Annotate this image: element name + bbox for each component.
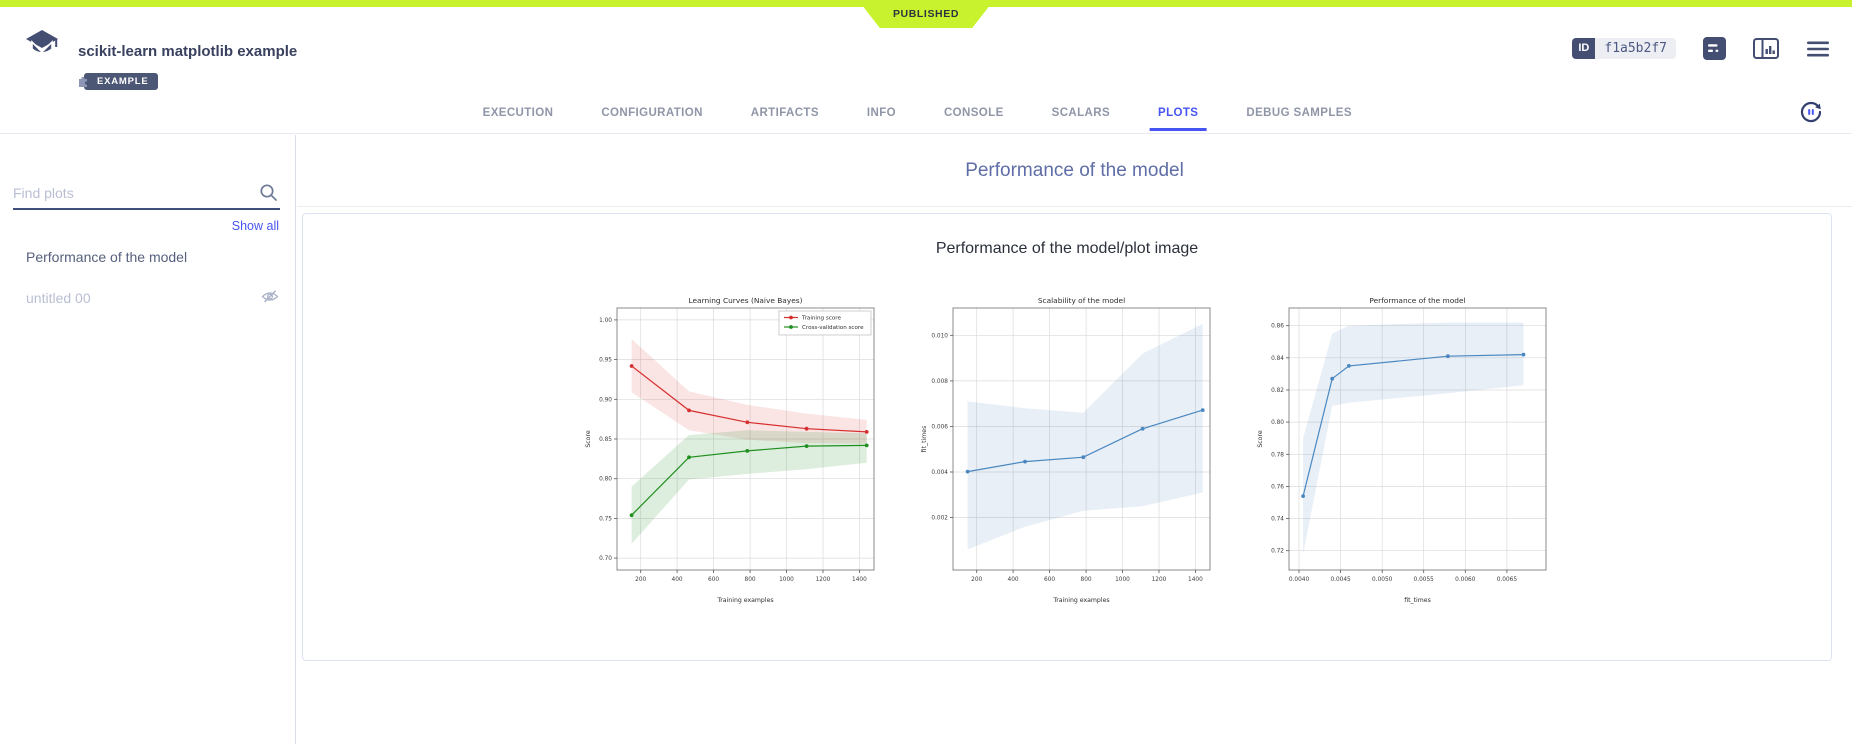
- search-input[interactable]: [13, 181, 280, 210]
- svg-text:0.0040: 0.0040: [1289, 577, 1310, 583]
- svg-text:Score: Score: [1257, 430, 1264, 448]
- svg-text:0.90: 0.90: [599, 397, 612, 403]
- subplot-1: 200 400 600 800 1000 1200 1400 0.70 0.75 0.80 0.85…: [581, 294, 881, 611]
- svg-text:0.008: 0.008: [931, 379, 948, 385]
- id-label: ID: [1572, 38, 1596, 59]
- svg-text:1400: 1400: [1188, 577, 1203, 583]
- svg-text:0.0050: 0.0050: [1372, 577, 1393, 583]
- tab-debug-samples[interactable]: DEBUG SAMPLES: [1246, 107, 1352, 119]
- experiment-id-chip: ID f1a5b2f7: [1572, 38, 1676, 59]
- tab-info[interactable]: INFO: [866, 107, 896, 119]
- svg-text:Score: Score: [585, 430, 592, 448]
- tab-artifacts[interactable]: ARTIFACTS: [750, 107, 819, 119]
- tab-execution[interactable]: EXECUTION: [482, 107, 554, 119]
- experiment-title: scikit-learn matplotlib example: [78, 43, 298, 60]
- svg-text:fit_times: fit_times: [921, 426, 928, 453]
- svg-text:800: 800: [745, 577, 756, 583]
- tab-plots[interactable]: PLOTS: [1149, 93, 1207, 131]
- svg-text:1200: 1200: [816, 577, 831, 583]
- plot-item-label: Performance of the model: [26, 249, 188, 265]
- svg-text:0.85: 0.85: [599, 437, 612, 443]
- svg-text:1200: 1200: [1152, 577, 1167, 583]
- plot-card-title: Performance of the model/plot image: [935, 240, 1199, 257]
- svg-text:Training examples: Training examples: [1052, 597, 1109, 604]
- svg-text:1.00: 1.00: [599, 318, 612, 324]
- auto-refresh-icon[interactable]: [1798, 99, 1824, 130]
- tab-group: EXECUTION CONFIGURATION ARTIFACTS INFO CONSO…: [481, 90, 1354, 134]
- example-badge: EXAMPLE: [79, 73, 158, 90]
- svg-text:600: 600: [1044, 577, 1055, 583]
- figure: 200 400 600 800 1000 1200 1400 0.70 0.75 0.80 0.85…: [303, 294, 1831, 611]
- svg-text:200: 200: [635, 577, 646, 583]
- plots-content: Performance of the model Performance of …: [297, 135, 1852, 744]
- svg-text:0.0045: 0.0045: [1330, 577, 1351, 583]
- svg-text:0.84: 0.84: [1271, 356, 1284, 362]
- svg-text:0.80: 0.80: [1271, 420, 1284, 426]
- svg-text:0.70: 0.70: [599, 556, 612, 562]
- svg-text:0.80: 0.80: [599, 477, 612, 483]
- plot-list: Performance of the model untitled 00: [0, 237, 295, 319]
- svg-text:200: 200: [971, 577, 982, 583]
- svg-text:Performance of the model: Performance of the model: [1369, 296, 1465, 305]
- svg-text:Training score: Training score: [801, 316, 841, 322]
- svg-text:0.72: 0.72: [1271, 549, 1284, 555]
- svg-text:Cross-validation score: Cross-validation score: [802, 325, 864, 331]
- svg-text:0.0065: 0.0065: [1497, 577, 1518, 583]
- tab-configuration[interactable]: CONFIGURATION: [601, 107, 703, 119]
- status-ribbon: PUBLISHED: [858, 0, 994, 28]
- svg-text:600: 600: [708, 577, 719, 583]
- svg-text:0.78: 0.78: [1271, 452, 1284, 458]
- svg-text:400: 400: [1008, 577, 1019, 583]
- svg-text:0.76: 0.76: [1271, 484, 1284, 490]
- svg-text:1400: 1400: [852, 577, 867, 583]
- menu-icon[interactable]: [1806, 40, 1830, 58]
- svg-text:0.010: 0.010: [931, 333, 948, 339]
- plot-card: Performance of the model/plot image 200 4…: [302, 213, 1832, 661]
- search-icon[interactable]: [259, 183, 278, 207]
- tab-console[interactable]: CONSOLE: [943, 107, 1004, 119]
- svg-text:0.0060: 0.0060: [1455, 577, 1476, 583]
- svg-text:0.75: 0.75: [599, 516, 612, 522]
- svg-text:0.74: 0.74: [1271, 517, 1284, 523]
- svg-text:0.002: 0.002: [931, 516, 948, 522]
- svg-text:0.86: 0.86: [1271, 324, 1284, 330]
- svg-text:0.004: 0.004: [931, 470, 948, 476]
- svg-text:Scalability of the model: Scalability of the model: [1038, 296, 1125, 305]
- plot-item-label: untitled 00: [26, 290, 91, 306]
- svg-text:0.0055: 0.0055: [1414, 577, 1435, 583]
- svg-text:0.82: 0.82: [1271, 388, 1284, 394]
- svg-text:800: 800: [1081, 577, 1092, 583]
- eye-off-icon[interactable]: [261, 289, 279, 307]
- tab-bar: EXECUTION CONFIGURATION ARTIFACTS INFO CONSO…: [0, 90, 1852, 134]
- section-title: Performance of the model: [297, 135, 1852, 207]
- puzzle-icon: [77, 75, 90, 91]
- details-list-icon[interactable]: [1703, 37, 1726, 60]
- side-panel-chart-icon[interactable]: [1753, 38, 1779, 59]
- subplot-2: 200 400 600 800 1000 1200 1400 0.002 0.004 0.006 0…: [917, 294, 1217, 611]
- experiment-type-icon: [24, 29, 60, 66]
- svg-text:0.006: 0.006: [931, 425, 948, 431]
- plots-sidebar: Show all Performance of the model untitle…: [0, 135, 296, 744]
- svg-text:1000: 1000: [779, 577, 794, 583]
- sidebar-plot-item[interactable]: untitled 00: [0, 277, 295, 319]
- subplot-3: 0.0040 0.0045 0.0050 0.0055 0.0060 0.0065 0.72…: [1253, 294, 1553, 611]
- show-all-link[interactable]: Show all: [231, 219, 279, 233]
- svg-text:0.95: 0.95: [599, 358, 612, 364]
- id-value: f1a5b2f7: [1595, 38, 1676, 59]
- svg-text:Learning Curves (Naive Bayes): Learning Curves (Naive Bayes): [689, 296, 803, 305]
- svg-text:1000: 1000: [1115, 577, 1130, 583]
- svg-text:400: 400: [672, 577, 683, 583]
- svg-text:fit_times: fit_times: [1404, 597, 1431, 604]
- tab-scalars[interactable]: SCALARS: [1051, 107, 1111, 119]
- sidebar-plot-item[interactable]: Performance of the model: [0, 237, 295, 277]
- svg-text:Training examples: Training examples: [716, 597, 773, 604]
